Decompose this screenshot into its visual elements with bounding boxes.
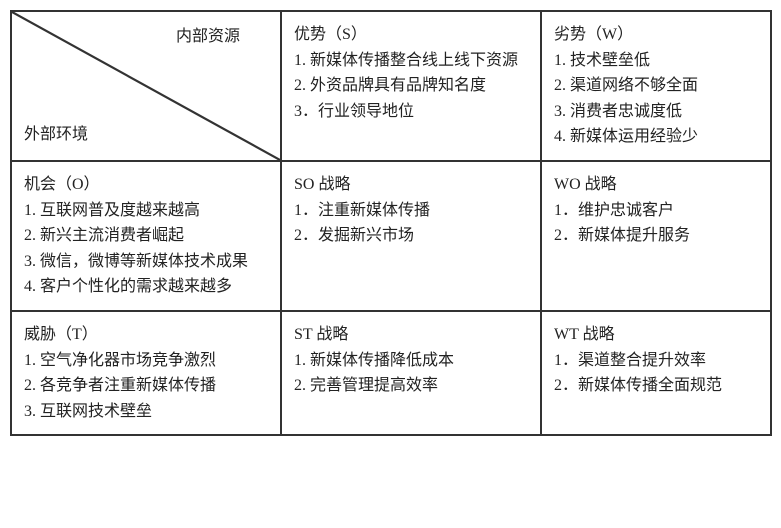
weaknesses-title: 劣势（W） xyxy=(554,22,758,48)
swot-matrix-table: 内部资源 外部环境 优势（S） 1. 新媒体传播整合线上线下资源 2. 外资品牌… xyxy=(10,10,772,436)
header-external-label: 外部环境 xyxy=(24,122,88,148)
table-row: 机会（O） 1. 互联网普及度越来越高 2. 新兴主流消费者崛起 3. 微信，微… xyxy=(11,161,771,311)
list-item: 1. 新媒体传播降低成本 xyxy=(294,348,528,374)
header-internal-label: 内部资源 xyxy=(176,24,240,50)
list-item: 1．渠道整合提升效率 xyxy=(554,348,758,374)
list-item: 1. 互联网普及度越来越高 xyxy=(24,198,268,224)
threats-title: 威胁（T） xyxy=(24,322,268,348)
wo-strategy-cell: WO 战略 1．维护忠诚客户 2．新媒体提升服务 xyxy=(541,161,771,311)
list-item: 2. 新兴主流消费者崛起 xyxy=(24,223,268,249)
so-strategy-cell: SO 战略 1．注重新媒体传播 2．发掘新兴市场 xyxy=(281,161,541,311)
list-item: 2. 完善管理提高效率 xyxy=(294,373,528,399)
list-item: 1. 技术壁垒低 xyxy=(554,48,758,74)
table-row: 内部资源 外部环境 优势（S） 1. 新媒体传播整合线上线下资源 2. 外资品牌… xyxy=(11,11,771,161)
list-item: 1. 新媒体传播整合线上线下资源 xyxy=(294,48,528,74)
table-row: 威胁（T） 1. 空气净化器市场竞争激烈 2. 各竞争者注重新媒体传播 3. 互… xyxy=(11,311,771,435)
list-item: 2. 渠道网络不够全面 xyxy=(554,73,758,99)
so-title: SO 战略 xyxy=(294,172,528,198)
list-item: 4. 新媒体运用经验少 xyxy=(554,124,758,150)
wt-title: WT 战略 xyxy=(554,322,758,348)
list-item: 2．新媒体传播全面规范 xyxy=(554,373,758,399)
list-item: 1．注重新媒体传播 xyxy=(294,198,528,224)
list-item: 3．行业领导地位 xyxy=(294,99,528,125)
list-item: 3. 互联网技术壁垒 xyxy=(24,399,268,425)
list-item: 3. 微信，微博等新媒体技术成果 xyxy=(24,249,268,275)
list-item: 1. 空气净化器市场竞争激烈 xyxy=(24,348,268,374)
opportunities-cell: 机会（O） 1. 互联网普及度越来越高 2. 新兴主流消费者崛起 3. 微信，微… xyxy=(11,161,281,311)
wt-strategy-cell: WT 战略 1．渠道整合提升效率 2．新媒体传播全面规范 xyxy=(541,311,771,435)
list-item: 2．发掘新兴市场 xyxy=(294,223,528,249)
opportunities-title: 机会（O） xyxy=(24,172,268,198)
list-item: 3. 消费者忠诚度低 xyxy=(554,99,758,125)
list-item: 1．维护忠诚客户 xyxy=(554,198,758,224)
list-item: 2. 各竞争者注重新媒体传播 xyxy=(24,373,268,399)
threats-cell: 威胁（T） 1. 空气净化器市场竞争激烈 2. 各竞争者注重新媒体传播 3. 互… xyxy=(11,311,281,435)
st-title: ST 战略 xyxy=(294,322,528,348)
list-item: 2．新媒体提升服务 xyxy=(554,223,758,249)
strengths-title: 优势（S） xyxy=(294,22,528,48)
header-diagonal-cell: 内部资源 外部环境 xyxy=(11,11,281,161)
list-item: 4. 客户个性化的需求越来越多 xyxy=(24,274,268,300)
st-strategy-cell: ST 战略 1. 新媒体传播降低成本 2. 完善管理提高效率 xyxy=(281,311,541,435)
strengths-cell: 优势（S） 1. 新媒体传播整合线上线下资源 2. 外资品牌具有品牌知名度 3．… xyxy=(281,11,541,161)
weaknesses-cell: 劣势（W） 1. 技术壁垒低 2. 渠道网络不够全面 3. 消费者忠诚度低 4.… xyxy=(541,11,771,161)
list-item: 2. 外资品牌具有品牌知名度 xyxy=(294,73,528,99)
wo-title: WO 战略 xyxy=(554,172,758,198)
